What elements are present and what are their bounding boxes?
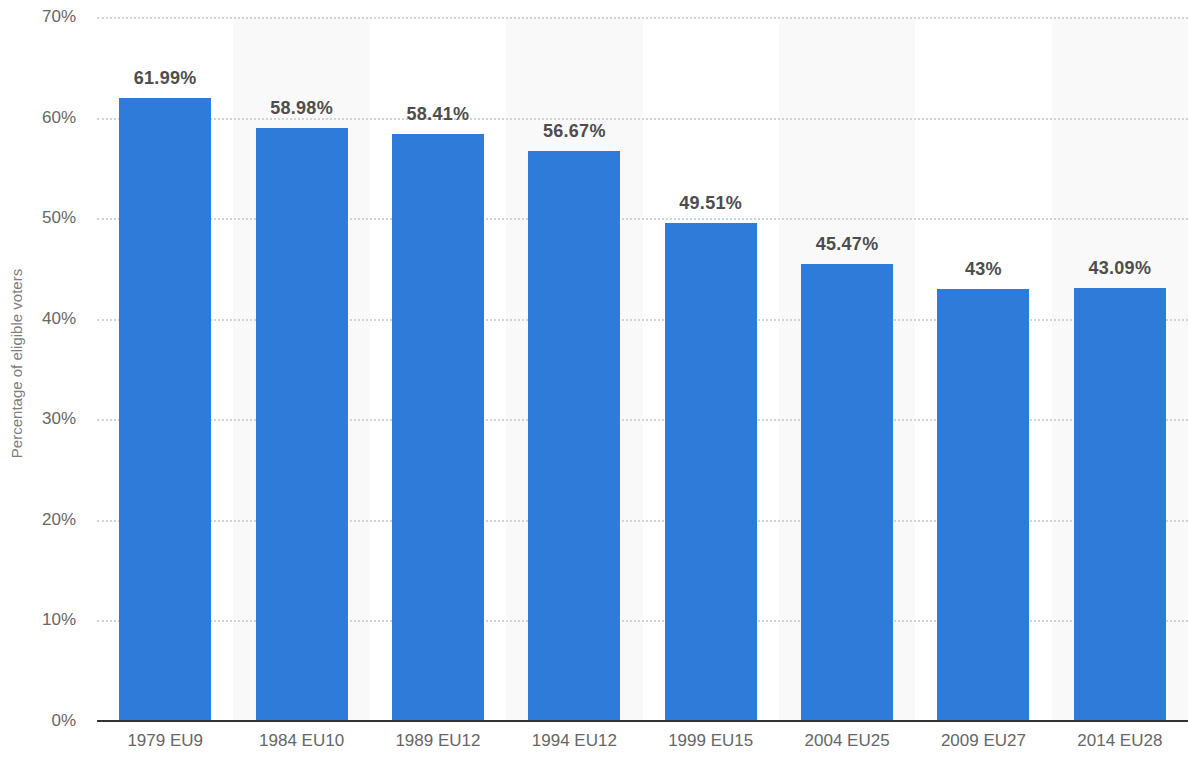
x-tick-label: 1979 EU9 [97, 731, 233, 751]
bar-value-label: 45.47% [779, 234, 915, 255]
bar-column: 43% [915, 17, 1051, 721]
bar-column: 58.98% [233, 17, 369, 721]
x-axis-line [97, 720, 1188, 722]
bar-1979-eu9[interactable] [119, 98, 211, 721]
bar-value-label: 49.51% [643, 193, 779, 214]
x-tick-label: 1994 EU12 [506, 731, 642, 751]
bar-value-label: 61.99% [97, 68, 233, 89]
y-tick-label: 30% [0, 408, 76, 430]
bar-value-label: 56.67% [506, 121, 642, 142]
x-tick-label: 1989 EU12 [370, 731, 506, 751]
bar-2009-eu27[interactable] [937, 289, 1029, 721]
bar-column: 45.47% [779, 17, 915, 721]
x-tick-label: 2009 EU27 [915, 731, 1051, 751]
y-tick-label: 40% [0, 308, 76, 330]
bar-chart: Percentage of eligible voters 61.99%58.9… [0, 0, 1188, 766]
y-tick-label: 60% [0, 107, 76, 129]
bar-column: 58.41% [370, 17, 506, 721]
plot-area: 61.99%58.98%58.41%56.67% 49.51%45.47%43%4… [97, 17, 1188, 721]
bar-1984-eu10[interactable] [256, 128, 348, 721]
y-tick-label: 0% [0, 710, 76, 732]
y-tick-label: 70% [0, 6, 76, 28]
y-tick-label: 20% [0, 509, 76, 531]
bar-column: 43.09% [1052, 17, 1188, 721]
y-tick-label: 10% [0, 609, 76, 631]
bar-2014-eu28[interactable] [1074, 288, 1166, 721]
bar-1994-eu12[interactable] [528, 151, 620, 721]
bar-1999-eu15[interactable] [665, 223, 757, 721]
bar-column: 49.51% [643, 17, 779, 721]
bar-2004-eu25[interactable] [801, 264, 893, 721]
x-tick-label: 2004 EU25 [779, 731, 915, 751]
bar-column: 56.67% [506, 17, 642, 721]
bar-value-label: 58.41% [370, 104, 506, 125]
y-tick-label: 50% [0, 207, 76, 229]
bar-value-label: 43.09% [1052, 258, 1188, 279]
x-tick-label: 1984 EU10 [233, 731, 369, 751]
x-tick-label: 1999 EU15 [643, 731, 779, 751]
x-tick-label: 2014 EU28 [1052, 731, 1188, 751]
bar-value-label: 58.98% [233, 98, 369, 119]
bar-value-label: 43% [915, 259, 1051, 280]
bar-column: 61.99% [97, 17, 233, 721]
y-axis-title: Percentage of eligible voters [8, 244, 25, 484]
bar-1989-eu12[interactable] [392, 134, 484, 721]
